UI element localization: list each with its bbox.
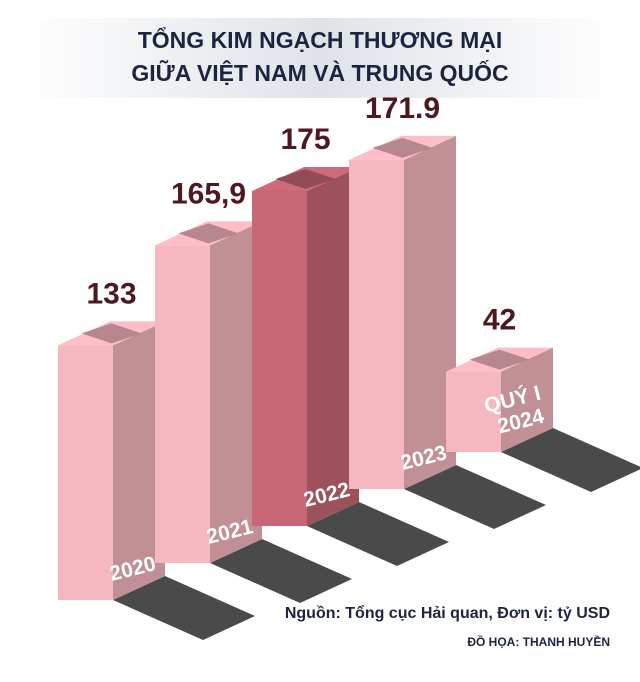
bar-top-inset <box>372 137 433 158</box>
bar-side <box>501 347 553 452</box>
shadow <box>307 502 449 566</box>
bar-top-inset <box>469 349 530 370</box>
bar-side <box>113 321 165 600</box>
bar-side <box>210 221 262 564</box>
shadow <box>210 539 352 603</box>
title-band <box>20 18 620 98</box>
value-label: 42 <box>483 304 516 337</box>
bar-side <box>404 135 456 490</box>
bar-top-inset <box>275 169 336 189</box>
bar <box>349 159 404 490</box>
credit: ĐỒ HỌA: THANH HUYỀN <box>467 634 610 649</box>
bar-top-inset <box>81 323 142 344</box>
chart-title: TỔNG KIM NGẠCH THƯƠNG MẠI <box>138 26 503 53</box>
value-label: 171.9 <box>365 92 440 125</box>
bar <box>446 371 501 452</box>
shadow <box>501 428 640 492</box>
chart-title: GIỮA VIỆT NAM VÀ TRUNG QUỐC <box>131 59 508 86</box>
source: Nguồn: Tổng cục Hải quan, Đơn vị: tỷ USD <box>285 604 610 622</box>
bar-side <box>307 167 359 526</box>
bar <box>58 345 113 600</box>
bar <box>252 191 307 526</box>
bar-top-inset <box>178 223 239 244</box>
value-label: 133 <box>86 277 136 310</box>
shadow <box>404 465 546 529</box>
value-label: 165,9 <box>171 177 246 210</box>
bar <box>155 245 210 564</box>
shadow <box>113 576 255 640</box>
value-label: 175 <box>280 123 330 156</box>
